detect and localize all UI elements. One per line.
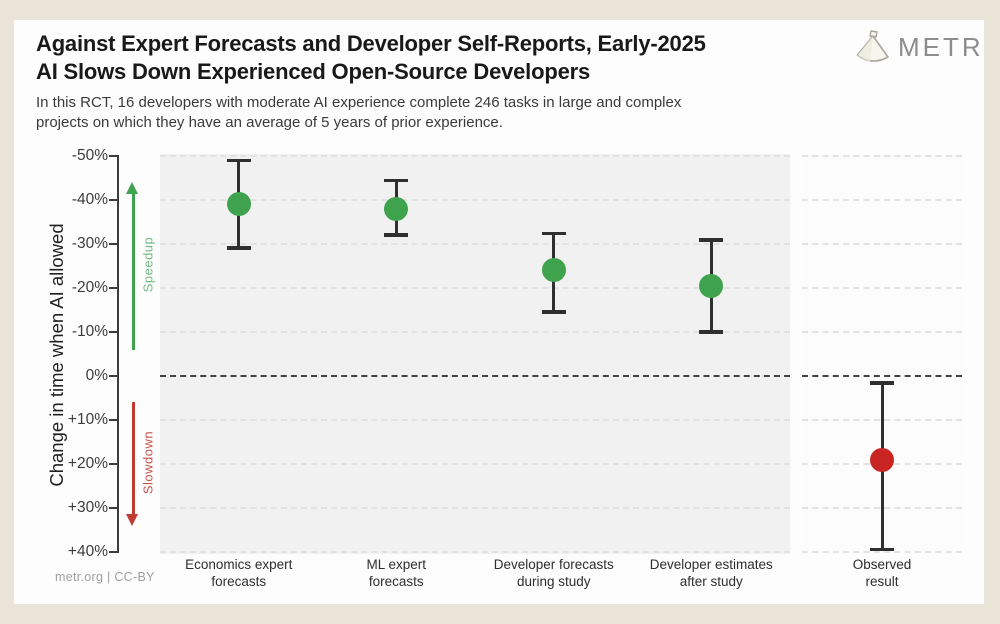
subtitle-line-2: projects on which they have an average o… (36, 114, 503, 131)
y-axis-tick (109, 375, 118, 377)
speedup-label: Speedup (140, 236, 156, 293)
y-axis-tick (109, 419, 118, 421)
metr-logo-text: METR (898, 31, 984, 62)
y-axis-tick-label: +20% (67, 455, 108, 472)
y-axis-tick-label: +10% (67, 411, 108, 428)
data-point (226, 192, 251, 217)
category-label: Economics expert forecasts (139, 557, 339, 590)
metr-fan-icon (856, 30, 889, 62)
speedup-arrow-head (126, 182, 138, 195)
y-axis-tick-label: +40% (67, 543, 108, 560)
error-bar-cap-top (384, 178, 409, 183)
data-point (870, 447, 894, 472)
error-bar-cap-top (226, 158, 251, 163)
gridline (160, 331, 790, 333)
zero-line (802, 375, 962, 377)
gridline (802, 287, 962, 289)
y-axis-tick-label: 0% (85, 367, 108, 384)
gridline (802, 551, 962, 553)
y-axis-tick-label: -50% (71, 147, 108, 164)
category-label-line: during study (516, 573, 591, 589)
slowdown-arrow-head (126, 513, 138, 526)
slowdown-label: Slowdown (140, 430, 156, 495)
y-axis-label: Change in time when AI allowed (46, 223, 67, 487)
error-bar-cap-top (541, 231, 566, 235)
y-axis-tick-label: -10% (71, 323, 108, 340)
data-point (541, 258, 566, 283)
subtitle-line-1: In this RCT, 16 developers with moderate… (36, 94, 682, 111)
license-credit: metr.org | CC-BY (55, 570, 155, 584)
category-label-line: Economics expert (185, 557, 293, 572)
y-axis-tick-label: -40% (71, 191, 108, 208)
error-bar-cap-bottom (699, 330, 724, 334)
category-label: Developer forecasts during study (454, 557, 654, 590)
y-axis-tick (109, 507, 118, 509)
gridline (802, 243, 962, 245)
y-axis-tick (109, 463, 118, 465)
chart-subtitle: In this RCT, 16 developers with moderate… (36, 93, 876, 133)
error-bar-cap-bottom (226, 246, 251, 250)
gridline (160, 551, 790, 553)
category-label-line: ML expert (366, 557, 427, 572)
y-axis-tick (109, 155, 118, 157)
error-bar-cap-top (870, 381, 894, 385)
y-axis-tick-label: +30% (67, 499, 108, 516)
category-label-line: Observed (852, 557, 912, 572)
category-label: Observed result (782, 557, 982, 590)
gridline (802, 199, 962, 201)
y-axis-tick-label: -30% (71, 235, 108, 252)
gridline (160, 419, 790, 421)
data-point (384, 196, 409, 221)
gridline (802, 331, 962, 333)
category-label-line: forecasts (211, 573, 267, 589)
y-axis-tick (109, 331, 118, 333)
category-label-line: after study (679, 573, 743, 589)
gridline (802, 155, 962, 157)
title-line-1: Against Expert Forecasts and Developer S… (36, 31, 706, 56)
gridline (160, 287, 790, 289)
slowdown-arrow (132, 402, 135, 514)
y-axis-tick (109, 199, 118, 201)
title-line-2: AI Slows Down Experienced Open-Source De… (36, 59, 590, 84)
error-bar-cap-top (699, 238, 724, 242)
y-axis-spine (117, 155, 119, 553)
y-axis-tick (109, 551, 118, 553)
error-bar-cap-bottom (541, 310, 566, 314)
gridline (160, 199, 790, 201)
category-label: Developer estimates after study (611, 557, 811, 590)
category-label-line: Developer estimates (649, 557, 773, 572)
gridline (160, 463, 790, 465)
metr-logo: METR (850, 29, 984, 65)
gridline (160, 243, 790, 245)
category-label-line: Developer forecasts (493, 557, 614, 572)
page-title: Against Expert Forecasts and Developer S… (36, 30, 856, 86)
y-axis-tick-label: -20% (71, 279, 108, 296)
error-bar-cap-bottom (870, 547, 894, 552)
gridline (160, 507, 790, 509)
zero-line (160, 375, 790, 377)
category-label-line: result (865, 573, 899, 589)
speedup-arrow (132, 194, 135, 350)
error-bar-cap-bottom (384, 233, 409, 237)
y-axis-tick (109, 287, 118, 289)
category-label: ML expert forecasts (296, 557, 496, 590)
data-point (699, 273, 724, 298)
gridline (160, 155, 790, 157)
category-label-line: forecasts (368, 573, 424, 589)
chart-panel-forecasts (160, 154, 790, 554)
y-axis-tick (109, 243, 118, 245)
